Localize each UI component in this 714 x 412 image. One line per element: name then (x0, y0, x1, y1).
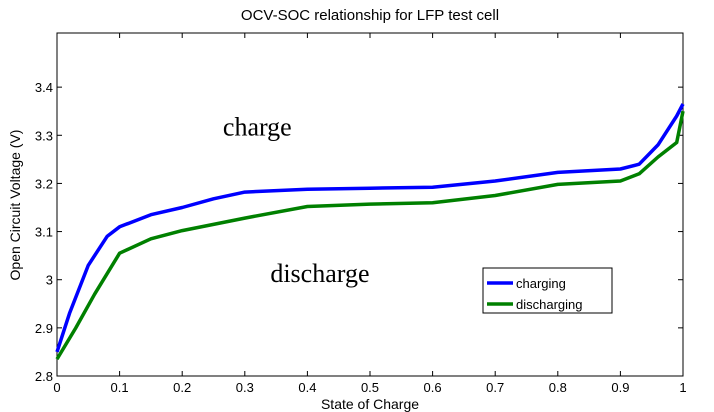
x-tick-label: 0.9 (611, 380, 629, 395)
legend-label-charging: charging (516, 276, 566, 291)
x-tick-label: 0.5 (361, 380, 379, 395)
x-axis-label: State of Charge (321, 396, 419, 412)
legend-label-discharging: discharging (516, 297, 583, 312)
x-tick-label: 0.7 (486, 380, 504, 395)
y-axis-label: Open Circuit Voltage (V) (7, 130, 23, 281)
y-tick-label: 3.1 (35, 225, 53, 240)
x-tick-label: 0.3 (236, 380, 254, 395)
x-tick-label: 1 (679, 380, 686, 395)
x-tick-label: 0.8 (549, 380, 567, 395)
x-tick-label: 0 (53, 380, 60, 395)
y-tick-label: 2.8 (35, 369, 53, 384)
y-tick-label: 3.2 (35, 176, 53, 191)
x-tick-label: 0.6 (424, 380, 442, 395)
x-tick-label: 0.4 (298, 380, 316, 395)
annotation-charge: charge (223, 112, 292, 141)
y-tick-label: 2.9 (35, 321, 53, 336)
series-line-charging (55, 103, 685, 353)
x-tick-label: 0.2 (173, 380, 191, 395)
x-tick-label: 0.1 (111, 380, 129, 395)
chart-title: OCV-SOC relationship for LFP test cell (241, 7, 499, 24)
y-tick-label: 3.3 (35, 128, 53, 143)
annotation-discharge: discharge (270, 259, 369, 288)
series-line-discharging (55, 110, 685, 361)
y-tick-label: 3.4 (35, 80, 53, 95)
y-tick-label: 3 (46, 273, 53, 288)
